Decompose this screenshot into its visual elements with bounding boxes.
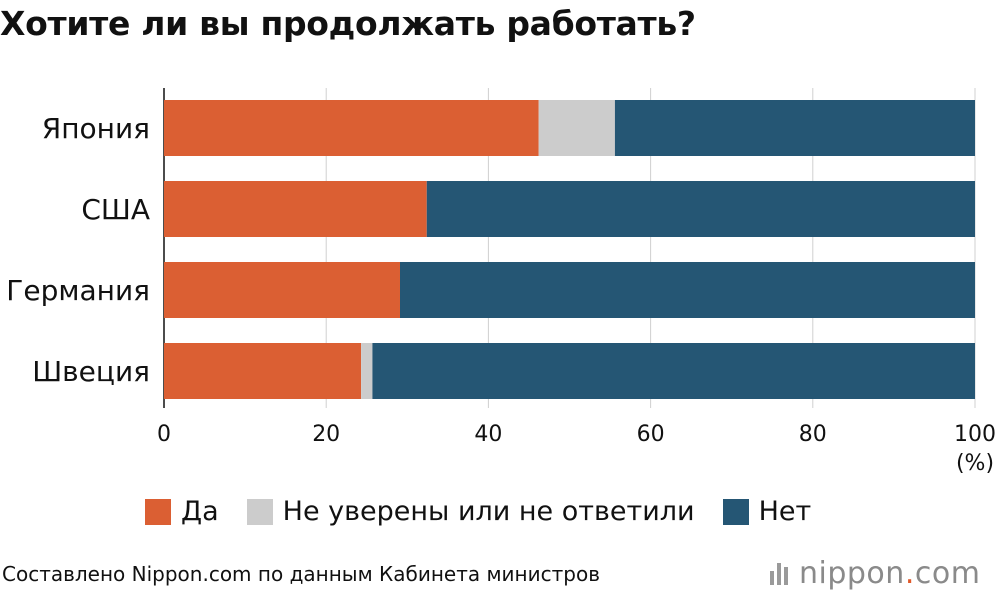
logo-name: nippon xyxy=(799,556,905,591)
bar-segment xyxy=(164,181,427,237)
category-label: США xyxy=(81,193,150,226)
legend-swatch-unsure xyxy=(246,498,273,525)
x-axis-unit: (%) xyxy=(956,451,994,476)
x-tick-label: 60 xyxy=(637,422,665,447)
source-note: Составлено Nippon.com по данным Кабинета… xyxy=(2,562,600,586)
legend: Да Не уверены или не ответили Нет xyxy=(145,496,839,527)
bar-segment xyxy=(164,100,539,156)
bar-chart: Япония США Германия Швеция 0 20 40 60 80 100 (%) xyxy=(6,88,996,476)
nippon-logo[interactable]: nippon.com xyxy=(770,556,980,591)
bar-segment xyxy=(538,100,615,156)
legend-swatch-no xyxy=(722,498,749,525)
category-label: Япония xyxy=(42,112,150,145)
category-label: Швеция xyxy=(32,355,150,388)
bar-segment xyxy=(426,181,975,237)
legend-swatch-yes xyxy=(145,498,171,525)
legend-item-no: Нет xyxy=(722,496,812,527)
bar-segment xyxy=(372,343,975,399)
logo-dot: . xyxy=(904,556,915,591)
legend-item-unsure: Не уверены или не ответили xyxy=(246,496,695,527)
bar-segment xyxy=(400,262,976,318)
bar-segment xyxy=(164,262,401,318)
logo-text: nippon.com xyxy=(799,556,980,591)
logo-bars-icon xyxy=(770,562,791,585)
category-labels: Япония США Германия Швеция xyxy=(6,112,150,388)
legend-item-yes: Да xyxy=(145,496,219,527)
logo-tld: com xyxy=(914,556,981,591)
legend-label-unsure: Не уверены или не ответили xyxy=(282,496,695,527)
legend-label-no: Нет xyxy=(758,496,812,527)
chart-title: Хотите ли вы продолжать работать? xyxy=(0,4,696,43)
bar-segment xyxy=(361,343,373,399)
x-tick-label: 40 xyxy=(474,422,502,447)
x-tick-label: 20 xyxy=(312,422,340,447)
x-tick-label: 0 xyxy=(157,422,171,447)
x-tick-labels: 0 20 40 60 80 100 xyxy=(157,422,996,447)
category-label: Германия xyxy=(6,274,150,307)
legend-label-yes: Да xyxy=(181,496,219,527)
bar-segment xyxy=(614,100,975,156)
x-tick-label: 100 xyxy=(954,422,996,447)
bar-segment xyxy=(164,343,362,399)
x-tick-label: 80 xyxy=(799,422,827,447)
bars xyxy=(164,100,976,399)
